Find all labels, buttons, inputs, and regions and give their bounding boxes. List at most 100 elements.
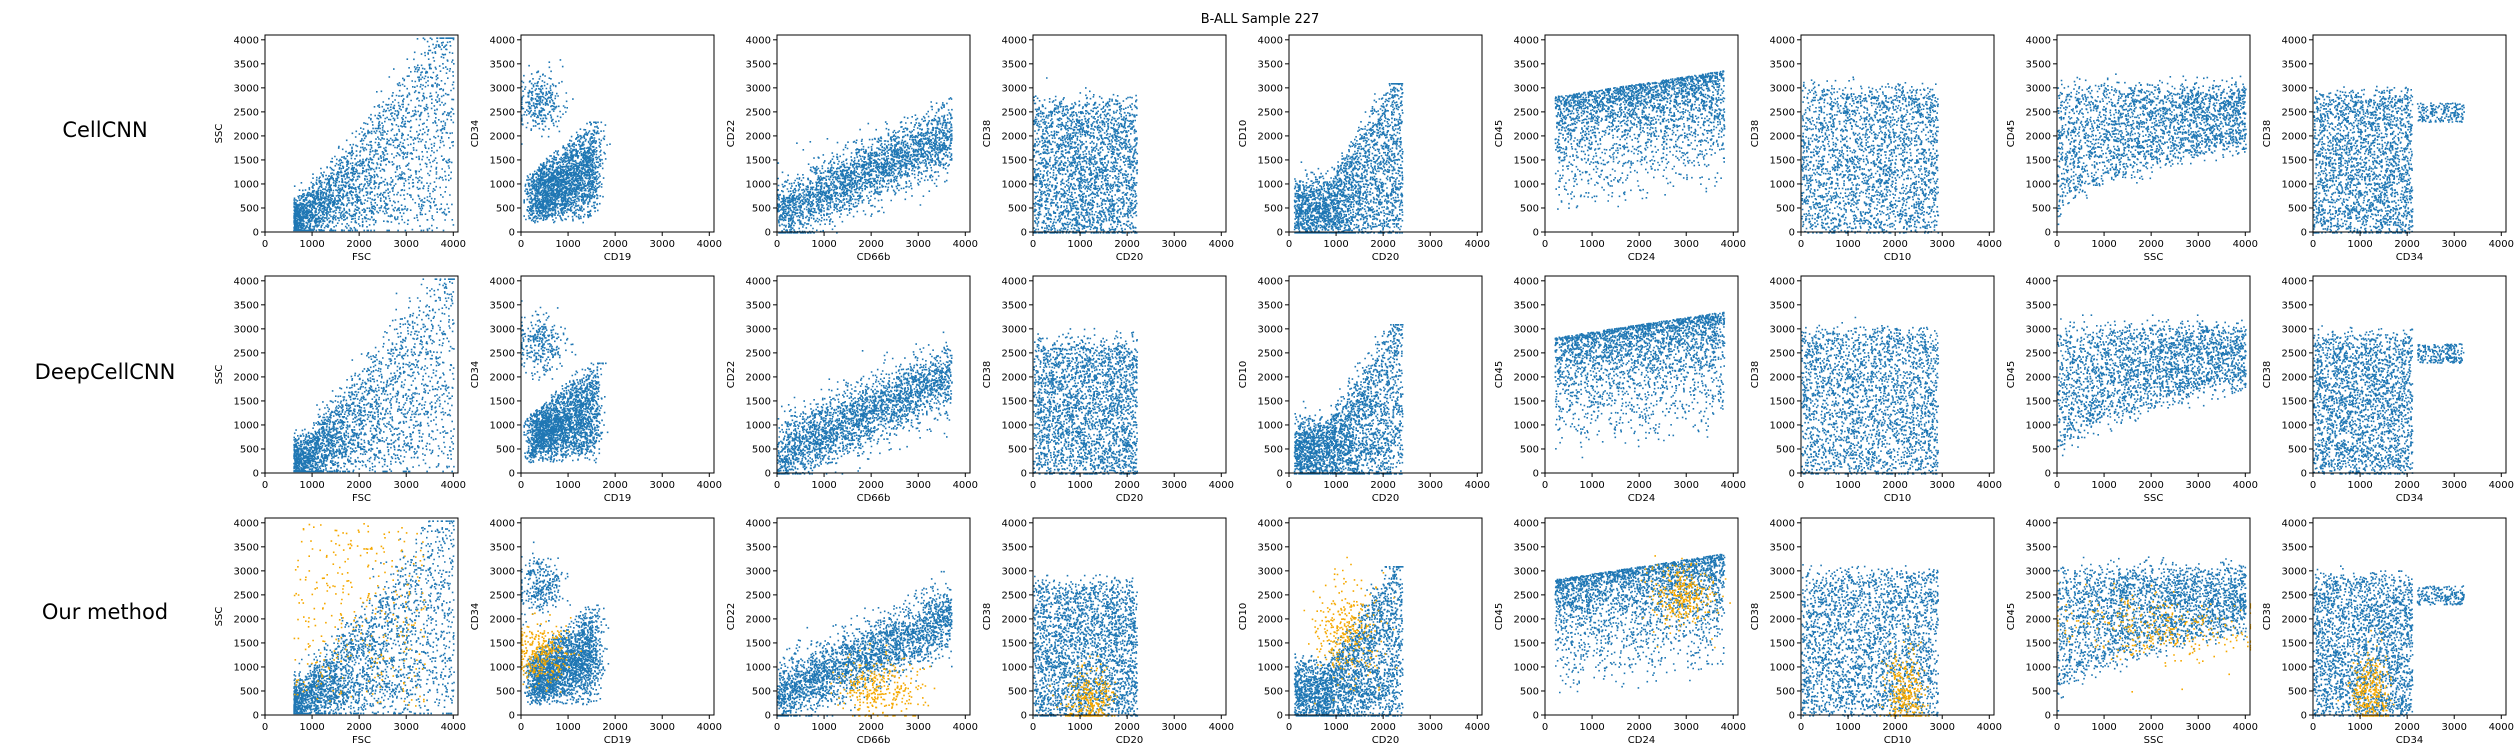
y-tick-label: 2500 [2282,348,2307,359]
y-axis-label: CD38 [2262,361,2273,388]
axes-frame [2312,34,2507,233]
y-tick-label: 1000 [490,662,515,673]
axes-frame [776,275,971,474]
y-tick-label: 2500 [234,107,259,118]
data-points [293,37,455,232]
axes-frame [1032,517,1227,716]
x-tick-label: 1000 [2347,239,2372,250]
x-tick-label: 3000 [1161,239,1186,250]
x-tick-label: 3000 [393,480,418,491]
y-tick-label: 1000 [2026,420,2051,431]
y-tick-label: 1000 [234,420,259,431]
y-tick-label: 3500 [234,300,259,311]
highlight-points [1049,655,1118,717]
y-tick-label: 2000 [1258,614,1283,625]
y-tick-label: 0 [1277,469,1283,480]
x-tick-label: 4000 [2233,239,2258,250]
x-tick-label: 1000 [1579,722,1604,733]
y-axis-label: CD22 [726,120,737,147]
x-tick-label: 3000 [649,239,674,250]
y-tick-label: 2000 [490,614,515,625]
data-points [777,570,953,717]
y-tick-label: 500 [496,444,515,455]
x-tick-label: 2000 [1114,480,1139,491]
y-tick-label: 4000 [1258,276,1283,287]
y-tick-label: 500 [1008,203,1027,214]
y-tick-label: 2000 [2026,131,2051,142]
x-tick-label: 2000 [1114,722,1139,733]
panel-cellcnn-5: 0 500 1000 1500 2000 2500 3000 3500 4000 0 1000 200… [1238,34,1490,263]
y-tick-label: 4000 [2282,35,2307,46]
y-tick-label: 0 [1533,469,1539,480]
x-tick-label: 1000 [1579,480,1604,491]
y-tick-label: 2000 [2282,372,2307,383]
y-tick-label: 2500 [1514,107,1539,118]
y-tick-label: 1000 [1770,420,1795,431]
x-tick-label: 4000 [441,239,466,250]
x-axis-label: CD10 [1884,252,1911,263]
data-points [2057,314,2247,457]
x-tick-label: 3000 [1673,239,1698,250]
data-points [2057,73,2247,226]
y-tick-label: 500 [1264,444,1283,455]
y-tick-label: 500 [2032,203,2051,214]
y-tick-label: 500 [752,686,771,697]
y-tick-label: 0 [765,228,771,239]
panel-cellcnn-1: 0 500 1000 1500 2000 2500 3000 3500 4000 0 1000 200… [214,34,466,263]
x-tick-label: 0 [262,239,268,250]
y-tick-label: 3000 [746,566,771,577]
x-tick-label: 0 [2054,722,2060,733]
y-tick-label: 4000 [746,35,771,46]
y-tick-label: 2500 [1002,590,1027,601]
y-tick-label: 1000 [234,179,259,190]
x-axis-label: FSC [352,493,371,504]
x-tick-label: 0 [1286,480,1292,491]
x-tick-label: 2000 [1882,239,1907,250]
axes-frame [1544,517,1739,716]
y-tick-label: 4000 [234,518,259,529]
row-label-deepcellcnn: DeepCellCNN [34,360,176,384]
panel-cellcnn-8: 0 500 1000 1500 2000 2500 3000 3500 4000 0 1000 200… [2006,34,2258,263]
x-tick-label: 4000 [1977,480,2002,491]
y-tick-label: 3500 [1258,542,1283,553]
y-tick-label: 2500 [234,348,259,359]
y-tick-label: 1500 [1258,638,1283,649]
y-tick-label: 1500 [1770,638,1795,649]
panel-deepcellcnn-9: 0 500 1000 1500 2000 2500 3000 3500 4000 0 1000 200… [2262,275,2514,504]
y-tick-label: 0 [2045,711,2051,722]
y-tick-label: 2500 [1514,348,1539,359]
figure-title: B-ALL Sample 227 [1200,12,1320,27]
y-tick-label: 2500 [746,107,771,118]
y-tick-label: 0 [765,469,771,480]
x-tick-label: 1000 [1067,480,1092,491]
panel-our-method-6: 0 500 1000 1500 2000 2500 3000 3500 4000 0 1000 200… [1494,517,1746,746]
y-tick-label: 2000 [1258,372,1283,383]
y-tick-label: 0 [1277,711,1283,722]
y-axis-label: CD45 [1494,603,1505,630]
y-tick-label: 2000 [1514,131,1539,142]
data-points [2313,325,2465,475]
x-tick-label: 3000 [2441,239,2466,250]
x-tick-label: 3000 [2441,722,2466,733]
x-tick-label: 1000 [2091,480,2116,491]
y-tick-label: 2000 [1770,372,1795,383]
x-tick-label: 4000 [953,480,978,491]
x-tick-label: 0 [2310,239,2316,250]
y-tick-label: 0 [253,469,259,480]
x-tick-label: 3000 [905,480,930,491]
y-tick-label: 2000 [746,614,771,625]
panel-deepcellcnn-6: 0 500 1000 1500 2000 2500 3000 3500 4000 0 1000 200… [1494,275,1746,504]
y-axis-label: CD38 [982,603,993,630]
y-tick-label: 1000 [746,179,771,190]
y-tick-label: 0 [2301,228,2307,239]
x-tick-label: 2000 [2394,239,2419,250]
x-tick-label: 0 [1286,722,1292,733]
y-tick-label: 1000 [1002,420,1027,431]
y-tick-label: 3000 [234,83,259,94]
axes-frame [776,517,971,716]
y-tick-label: 0 [1277,228,1283,239]
x-tick-label: 1000 [2091,239,2116,250]
data-points [1554,70,1726,210]
x-axis-label: CD19 [604,252,631,263]
y-tick-label: 3500 [1514,300,1539,311]
